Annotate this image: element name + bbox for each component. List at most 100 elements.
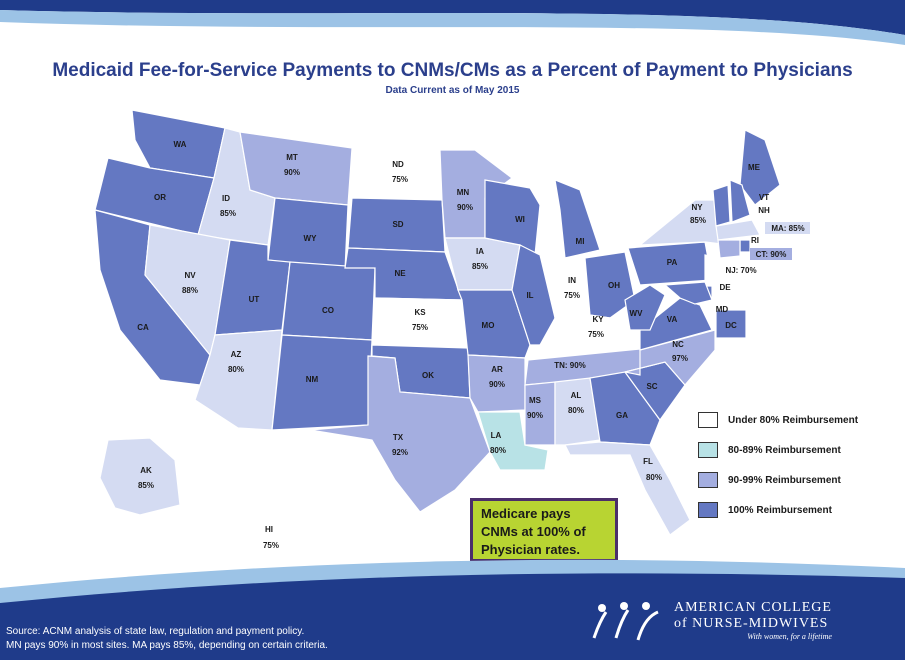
bottom-wave-decoration [0,559,905,660]
state-AK[interactable] [99,437,181,516]
state-TX[interactable] [309,355,491,513]
label-NE: NE [394,269,406,278]
logo-tagline: With women, for a lifetime [747,632,832,641]
logo-line-2: of NURSE-MIDWIVES [674,616,829,631]
label-TX-pct: 92% [392,448,408,457]
state-CT[interactable] [717,239,741,259]
label-MO: MO [482,321,495,330]
label-WI: WI [515,215,525,224]
label-VT: VT [759,193,769,202]
state-MA[interactable] [715,219,761,241]
state-NM[interactable] [271,334,373,431]
label-CO: CO [322,306,334,315]
label-AK: AK [140,466,152,475]
state-GA[interactable] [589,371,661,446]
label-MT-pct: 90% [284,168,300,177]
state-OH[interactable] [584,251,636,319]
medicare-callout: Medicare pays CNMs at 100% of Physician … [470,498,618,562]
label-HI: HI [265,525,273,534]
label-IA-pct: 85% [472,262,488,271]
state-FL[interactable] [564,441,691,536]
label-MN-pct: 90% [457,203,473,212]
label-OH: OH [608,281,620,290]
state-ND[interactable] [351,147,443,201]
state-WV[interactable] [624,284,666,331]
label-KY-pct: 75% [588,330,604,339]
state-NH[interactable] [729,179,751,223]
label-MS: MS [529,396,542,405]
label-FL-pct: 80% [646,473,662,482]
label-WA: WA [174,140,187,149]
acnm-logo: AMERICAN COLLEGE of NURSE-MIDWIVES With … [588,598,898,642]
label-WV: WV [630,309,644,318]
label-IA: IA [476,247,484,256]
legend-label: 90-99% Reimbursement [728,474,841,486]
label-NV: NV [184,271,196,280]
label-NH: NH [758,206,770,215]
state-MI[interactable] [554,179,601,259]
label-NV-pct: 88% [182,286,198,295]
source-note: Source: ACNM analysis of state law, regu… [6,625,328,653]
legend-swatch [698,502,718,518]
label-KS-pct: 75% [412,323,428,332]
label-ID-pct: 85% [220,209,236,218]
label-CT-box [750,248,792,260]
label-DE: DE [719,283,731,292]
legend: Under 80% Reimbursement 80-89% Reimburse… [698,410,858,530]
label-DC: DC [725,321,737,330]
legend-item-90-99: 90-99% Reimbursement [698,470,858,490]
state-NJ[interactable] [704,254,719,291]
label-VA: VA [667,315,678,324]
logo-line-1: AMERICAN COLLEGE [674,600,832,615]
source-line-1: Source: ACNM analysis of state law, regu… [6,626,305,637]
legend-item-under-80: Under 80% Reimbursement [698,410,858,430]
legend-label: 80-89% Reimbursement [728,444,841,456]
label-WY: WY [304,234,318,243]
page-subtitle: Data Current as of May 2015 [385,85,520,96]
label-OR: OR [154,193,166,202]
state-CO[interactable] [281,261,376,341]
state-VT[interactable] [712,184,731,227]
legend-swatch [698,442,718,458]
label-ID: ID [222,194,230,203]
label-LA-pct: 80% [490,446,506,455]
legend-label: Under 80% Reimbursement [728,414,859,426]
page-title: Medicaid Fee-for-Service Payments to CNM… [52,60,853,81]
label-HI-pct: 75% [263,541,279,550]
label-LA: LA [491,431,502,440]
state-HI[interactable] [229,497,327,549]
legend-label: 100% Reimbursement [728,504,832,516]
acnm-logo-text: AMERICAN COLLEGE of NURSE-MIDWIVES With … [674,600,832,641]
state-MD[interactable] [663,281,713,305]
state-labels: WA OR CA ID 85% NV 88% MT 90% WY UT AZ 8… [137,140,810,550]
label-SC: SC [646,382,657,391]
state-NC[interactable] [624,329,716,386]
label-RI: RI [751,236,759,245]
label-OK: OK [422,371,434,380]
state-RI[interactable] [739,239,751,253]
label-AL-pct: 80% [568,406,584,415]
label-AL: AL [571,391,582,400]
label-MS-pct: 90% [527,411,543,420]
legend-item-80-89: 80-89% Reimbursement [698,440,858,460]
label-UT: UT [249,295,260,304]
label-KS: KS [414,308,426,317]
label-AR-pct: 90% [489,380,505,389]
state-AL[interactable] [554,377,601,446]
label-SD: SD [392,220,403,229]
state-DC[interactable] [715,309,747,339]
label-MD: MD [716,305,729,314]
state-ME[interactable] [739,129,781,206]
source-line-2: MN pays 90% in most sites. MA pays 85%, … [6,640,328,651]
state-AR[interactable] [467,354,526,413]
label-MN: MN [457,188,470,197]
label-PA: PA [667,258,678,267]
label-AR: AR [491,365,503,374]
state-LA[interactable] [477,411,549,471]
legend-swatch [698,472,718,488]
state-VA[interactable] [639,297,713,351]
label-MA-pct: MA: 85% [771,224,804,233]
label-MT: MT [286,153,298,162]
label-NJ-pct: NJ: 70% [725,266,756,275]
